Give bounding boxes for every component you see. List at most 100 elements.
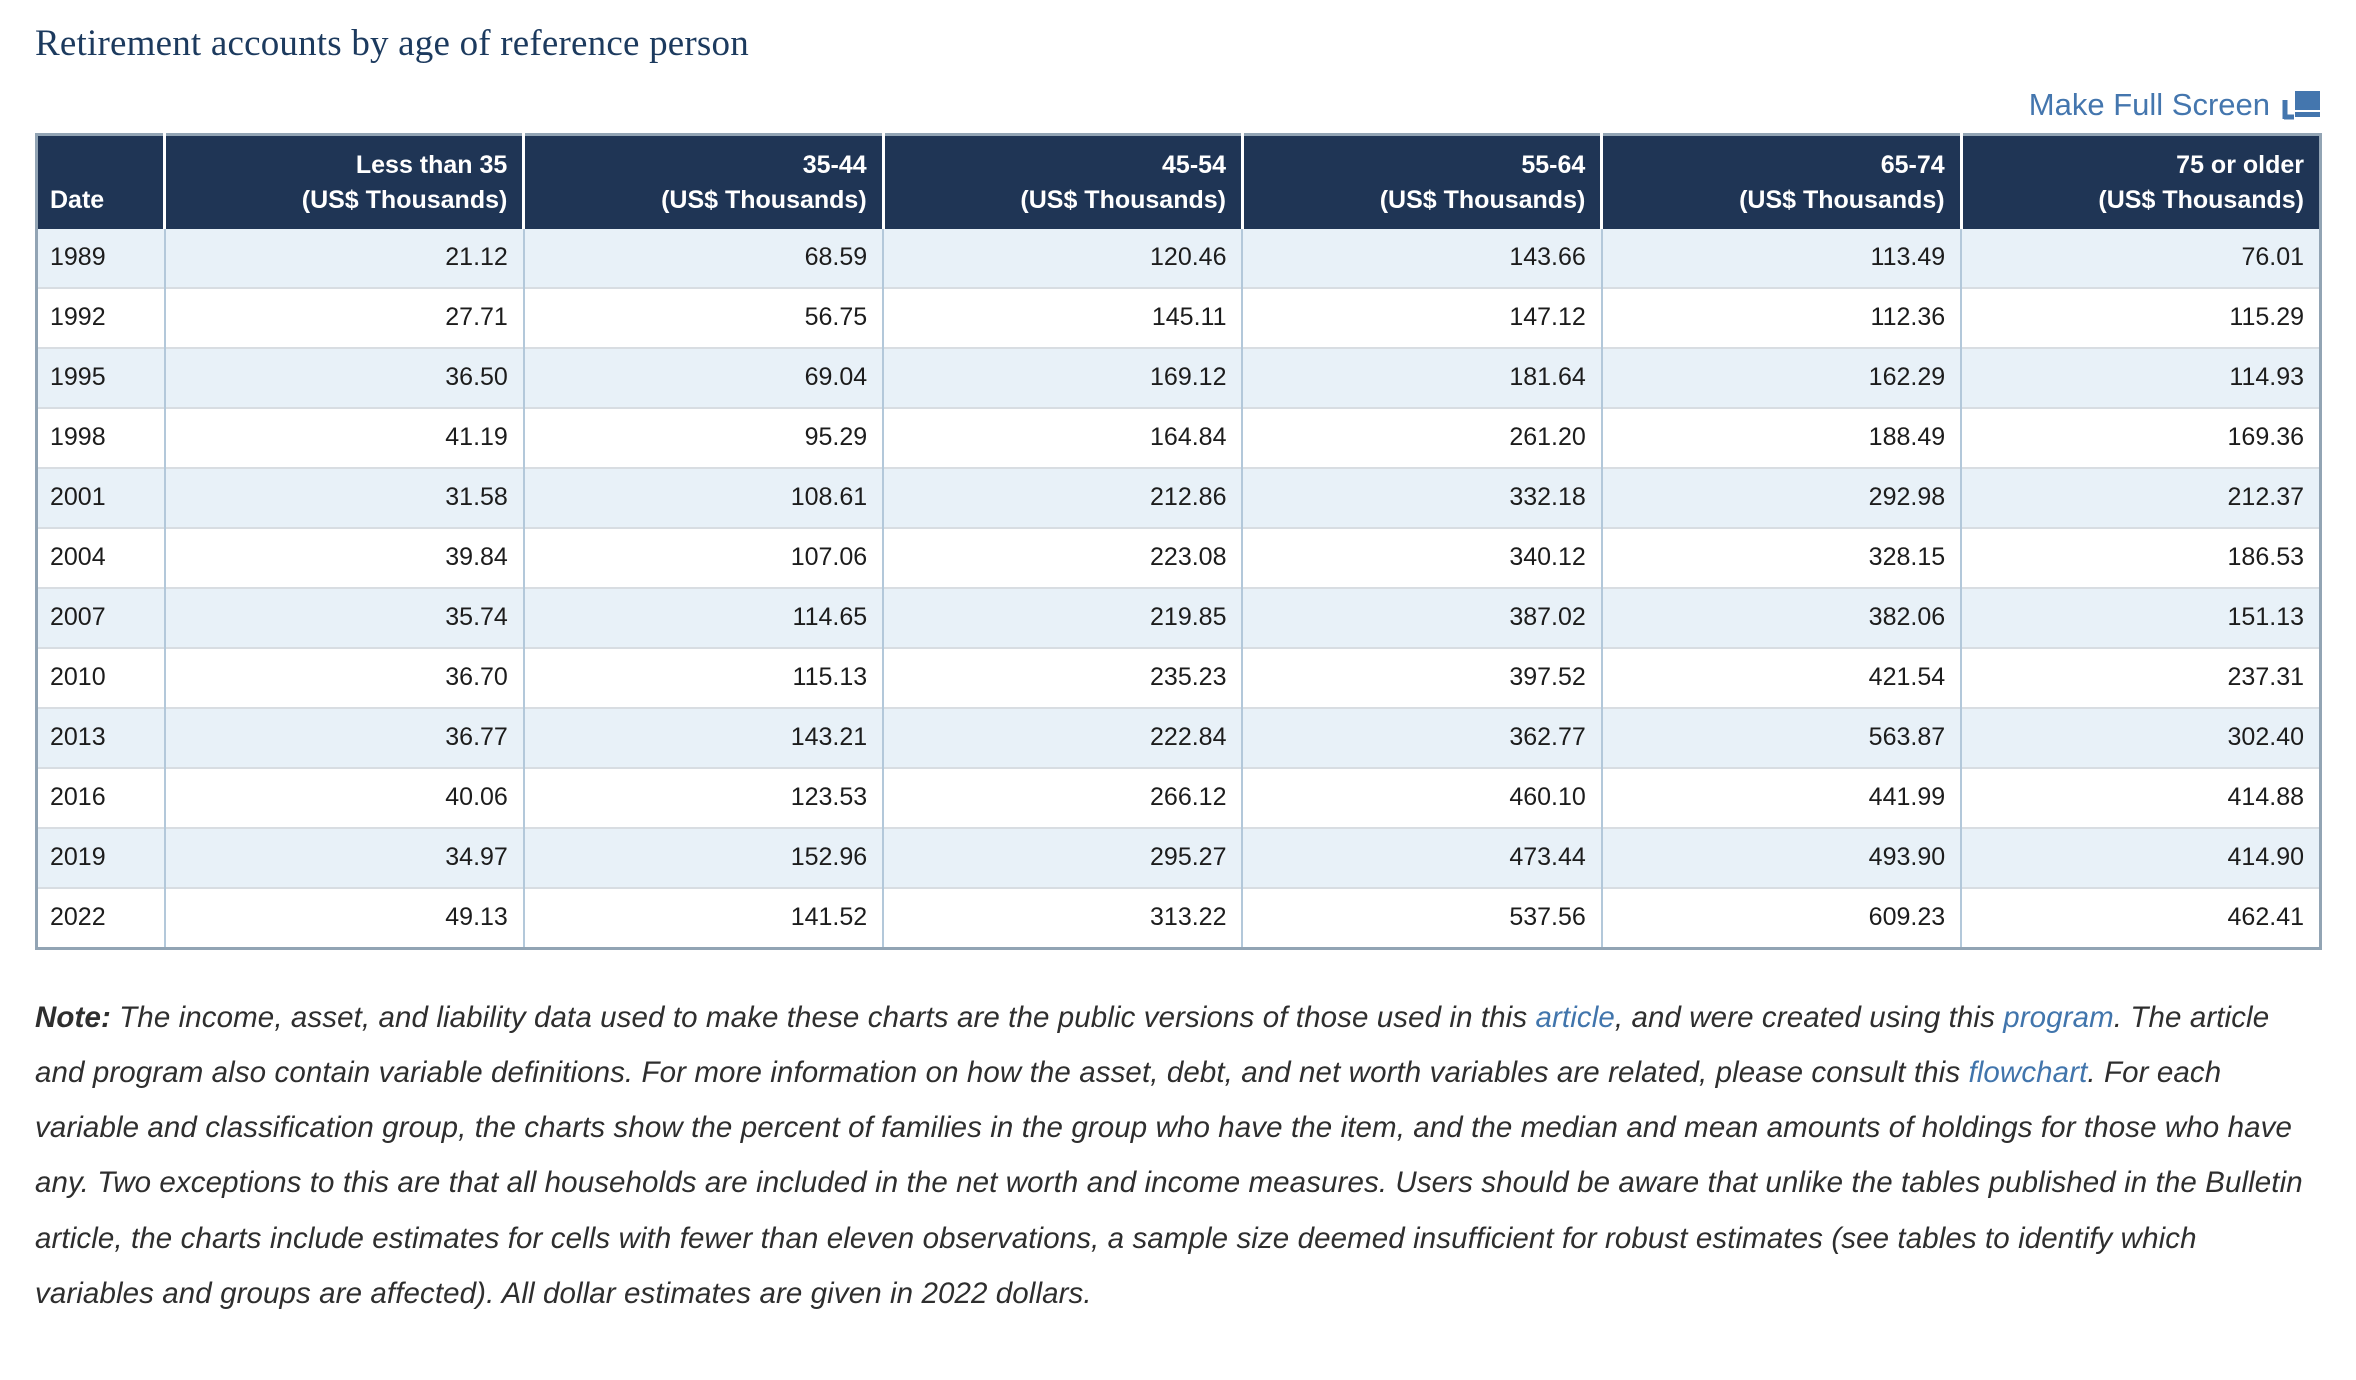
column-header: 65-74 (US$ Thousands): [1600, 134, 1962, 229]
table-row: 1995 36.50 69.04 169.12 181.64 162.29 114.93: [36, 347, 2321, 408]
value-cell: 169.36: [1960, 407, 2321, 468]
date-cell: 2019: [36, 827, 165, 888]
value-cell: 328.15: [1600, 527, 1962, 588]
value-cell: 169.12: [882, 347, 1243, 408]
value-cell: 186.53: [1960, 527, 2321, 588]
note-label: Note:: [35, 1001, 111, 1034]
data-table: Date Less than 35 (US$ Thousands) 35-44 (US$…: [35, 133, 2322, 950]
value-cell: 493.90: [1600, 827, 1962, 888]
date-cell: 2007: [36, 587, 165, 648]
column-header: 45-54 (US$ Thousands): [881, 134, 1243, 229]
table-row: 2010 36.70 115.13 235.23 397.52 421.54 237.31: [36, 647, 2321, 708]
value-cell: 114.65: [522, 587, 884, 648]
date-cell: 1995: [36, 347, 165, 408]
value-cell: 113.49: [1600, 229, 1962, 288]
value-cell: 266.12: [882, 767, 1243, 828]
make-full-screen-button[interactable]: Make Full Screen: [2029, 87, 2322, 123]
page-title: Retirement accounts by age of reference …: [35, 23, 749, 64]
value-cell: 68.59: [522, 229, 884, 288]
table-row: 2022 49.13 141.52 313.22 537.56 609.23 462.41: [36, 887, 2321, 949]
value-cell: 69.04: [522, 347, 884, 408]
note-segment: , and were created using this: [1614, 1001, 2004, 1034]
value-cell: 36.77: [163, 707, 524, 768]
value-cell: 441.99: [1600, 767, 1962, 828]
value-cell: 36.70: [163, 647, 524, 708]
column-header-units: (US$ Thousands): [1739, 185, 1945, 214]
value-cell: 143.66: [1241, 229, 1602, 288]
column-header: 75 or older (US$ Thousands): [1959, 134, 2321, 229]
table-header: Date Less than 35 (US$ Thousands) 35-44 (US$…: [36, 134, 2321, 229]
value-cell: 302.40: [1960, 707, 2321, 768]
value-cell: 41.19: [163, 407, 524, 468]
value-cell: 237.31: [1960, 647, 2321, 708]
value-cell: 120.46: [882, 229, 1243, 288]
column-header-label: Less than 35: [355, 151, 508, 179]
value-cell: 235.23: [882, 647, 1243, 708]
value-cell: 151.13: [1960, 587, 2321, 648]
toolbar: Make Full Screen: [35, 87, 2322, 127]
value-cell: 123.53: [522, 767, 884, 828]
table-row: 1998 41.19 95.29 164.84 261.20 188.49 169.36: [36, 407, 2321, 468]
make-full-screen-label: Make Full Screen: [2028, 87, 2270, 122]
value-cell: 387.02: [1241, 587, 1602, 648]
value-cell: 295.27: [882, 827, 1243, 888]
value-cell: 145.11: [882, 287, 1243, 348]
column-header: 35-44 (US$ Thousands): [522, 134, 884, 229]
value-cell: 460.10: [1241, 767, 1602, 828]
value-cell: 473.44: [1241, 827, 1602, 888]
value-cell: 332.18: [1241, 467, 1602, 528]
column-header-units: (US$ Thousands): [2098, 185, 2304, 214]
value-cell: 35.74: [163, 587, 524, 648]
value-cell: 537.56: [1241, 887, 1602, 949]
note-segment: The income, asset, and liability data us…: [110, 1001, 1536, 1034]
note-segment: . The article and program also contain v…: [35, 1001, 2270, 1090]
value-cell: 219.85: [882, 587, 1243, 648]
table-body: 1989 21.12 68.59 120.46 143.66 113.49 76.01 199…: [36, 229, 2321, 949]
note-link-program[interactable]: program: [2003, 1001, 2114, 1034]
date-cell: 2013: [36, 707, 165, 768]
value-cell: 292.98: [1600, 467, 1962, 528]
column-header-units: (US$ Thousands): [1020, 185, 1226, 214]
column-header-label: 65-74: [1880, 151, 1945, 179]
value-cell: 261.20: [1241, 407, 1602, 468]
value-cell: 462.41: [1960, 887, 2321, 949]
column-header-units: (US$ Thousands): [661, 185, 867, 214]
table-row: 1989 21.12 68.59 120.46 143.66 113.49 76.01: [36, 229, 2321, 288]
date-cell: 1989: [50, 243, 106, 271]
note-link-flowchart[interactable]: flowchart: [1968, 1056, 2088, 1090]
value-cell: 609.23: [1600, 887, 1962, 949]
column-header-label: 35-44: [802, 151, 867, 179]
table-row: 2016 40.06 123.53 266.12 460.10 441.99 414.88: [36, 767, 2321, 828]
value-cell: 107.06: [522, 527, 884, 588]
value-cell: 34.97: [163, 827, 524, 888]
table-row: 2013 36.77 143.21 222.84 362.77 563.87 302.40: [36, 707, 2321, 768]
value-cell: 222.84: [882, 707, 1243, 768]
note-text: The income, asset, and liability data us…: [35, 1001, 2303, 1310]
value-cell: 212.86: [882, 467, 1243, 528]
value-cell: 40.06: [163, 767, 524, 828]
note-link-article[interactable]: article: [1535, 1001, 1615, 1034]
table-row: 1992 27.71 56.75 145.11 147.12 112.36 115.29: [36, 287, 2321, 348]
value-cell: 143.21: [522, 707, 884, 768]
table-row: 2001 31.58 108.61 212.86 332.18 292.98 212.37: [36, 467, 2321, 528]
column-header-label: 45-54: [1162, 151, 1226, 179]
table-row: 2019 34.97 152.96 295.27 473.44 493.90 414.90: [36, 827, 2321, 888]
value-cell: 212.37: [1960, 467, 2321, 528]
value-cell: 95.29: [522, 407, 884, 468]
value-cell: 164.84: [882, 407, 1243, 468]
value-cell: 114.93: [1960, 347, 2321, 408]
value-cell: 21.12: [163, 229, 524, 288]
table-row: 2007 35.74 114.65 219.85 387.02 382.06 151.13: [36, 587, 2321, 648]
date-cell: 2022: [36, 887, 165, 949]
value-cell: 112.36: [1600, 287, 1962, 348]
column-header-label: Date: [50, 185, 105, 214]
value-cell: 188.49: [1600, 407, 1962, 468]
value-cell: 162.29: [1600, 347, 1962, 408]
column-header-label: 55-64: [1521, 151, 1586, 179]
date-cell: 1998: [36, 407, 165, 468]
value-cell: 362.77: [1241, 707, 1602, 768]
value-cell: 39.84: [163, 527, 524, 588]
value-cell: 152.96: [522, 827, 884, 888]
value-cell: 397.52: [1241, 647, 1602, 708]
